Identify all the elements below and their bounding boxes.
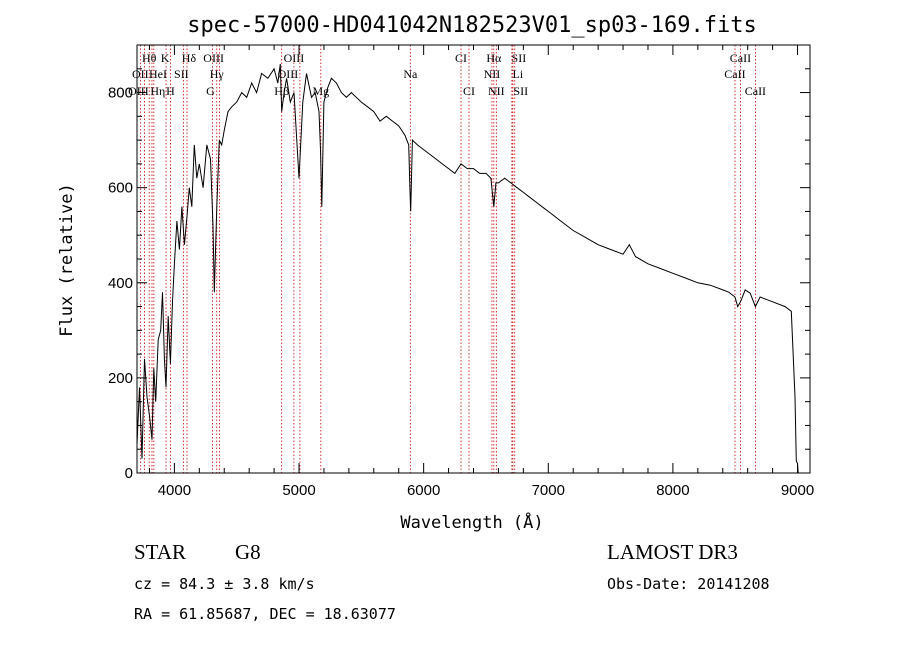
line-label-18: CI <box>463 84 475 98</box>
object-class: STAR <box>134 540 186 564</box>
y-tick-label-0: 0 <box>125 465 133 482</box>
y-tick-label-4: 800 <box>108 85 133 102</box>
survey-name: LAMOST DR3 <box>607 540 738 564</box>
observation-date: Obs-Date: 20141208 <box>607 575 770 593</box>
line-label-25: CaII <box>730 51 751 65</box>
line-label-15: Mg <box>312 84 329 98</box>
line-label-4: HeI <box>149 67 167 81</box>
coordinates: RA = 61.85687, DEC = 18.63077 <box>134 605 396 623</box>
line-label-10: Hγ <box>210 67 225 81</box>
line-label-17: CI <box>455 51 467 65</box>
line-label-24: SII <box>513 84 528 98</box>
line-label-3: Hη <box>150 84 165 98</box>
redshift-info: cz = 84.3 ± 3.8 km/s <box>134 575 315 593</box>
y-axis-label: Flux (relative) <box>57 183 77 337</box>
line-label-0: Hθ <box>142 51 157 65</box>
line-label-22: SII <box>512 51 527 65</box>
y-tick-label-1: 200 <box>108 370 133 387</box>
x-tick-label-1: 5000 <box>282 482 315 499</box>
line-label-9: OIII <box>203 51 224 65</box>
line-label-1: OII <box>132 67 149 81</box>
line-markers <box>139 45 756 473</box>
line-label-11: G <box>206 84 215 98</box>
y-axis-ticks: 0 200 400 600 800 <box>108 68 810 482</box>
x-tick-label-4: 8000 <box>656 482 689 499</box>
line-label-23: Li <box>513 67 524 81</box>
line-label-12: OIII <box>284 51 305 65</box>
line-label-6: H <box>166 84 175 98</box>
line-label-27: CaII <box>745 84 766 98</box>
chart-title: spec-57000-HD041042N182523V01_sp03-169.f… <box>187 13 757 38</box>
line-label-7: SII <box>174 67 189 81</box>
line-label-19: Hα <box>486 51 502 65</box>
line-label-5: K <box>161 51 170 65</box>
line-label-13: OIII <box>278 67 299 81</box>
y-tick-label-2: 400 <box>108 275 133 292</box>
y-tick-label-3: 600 <box>108 180 133 197</box>
x-tick-label-0: 4000 <box>158 482 191 499</box>
x-tick-label-2: 6000 <box>407 482 440 499</box>
x-axis-ticks: 4000 5000 6000 7000 8000 9000 <box>148 45 814 499</box>
line-label-20: NII <box>484 67 501 81</box>
line-label-8: Hδ <box>182 51 197 65</box>
line-label-2: OIII <box>128 84 149 98</box>
line-label-16: Na <box>403 67 418 81</box>
spectrum-line <box>136 63 799 474</box>
plot-frame <box>136 44 811 474</box>
line-label-26: CaII <box>724 67 745 81</box>
object-subclass: G8 <box>235 540 261 564</box>
x-axis-label: Wavelength (Å) <box>400 511 543 533</box>
x-tick-label-5: 9000 <box>781 482 814 499</box>
x-tick-label-3: 7000 <box>532 482 565 499</box>
line-label-21: NII <box>488 84 505 98</box>
